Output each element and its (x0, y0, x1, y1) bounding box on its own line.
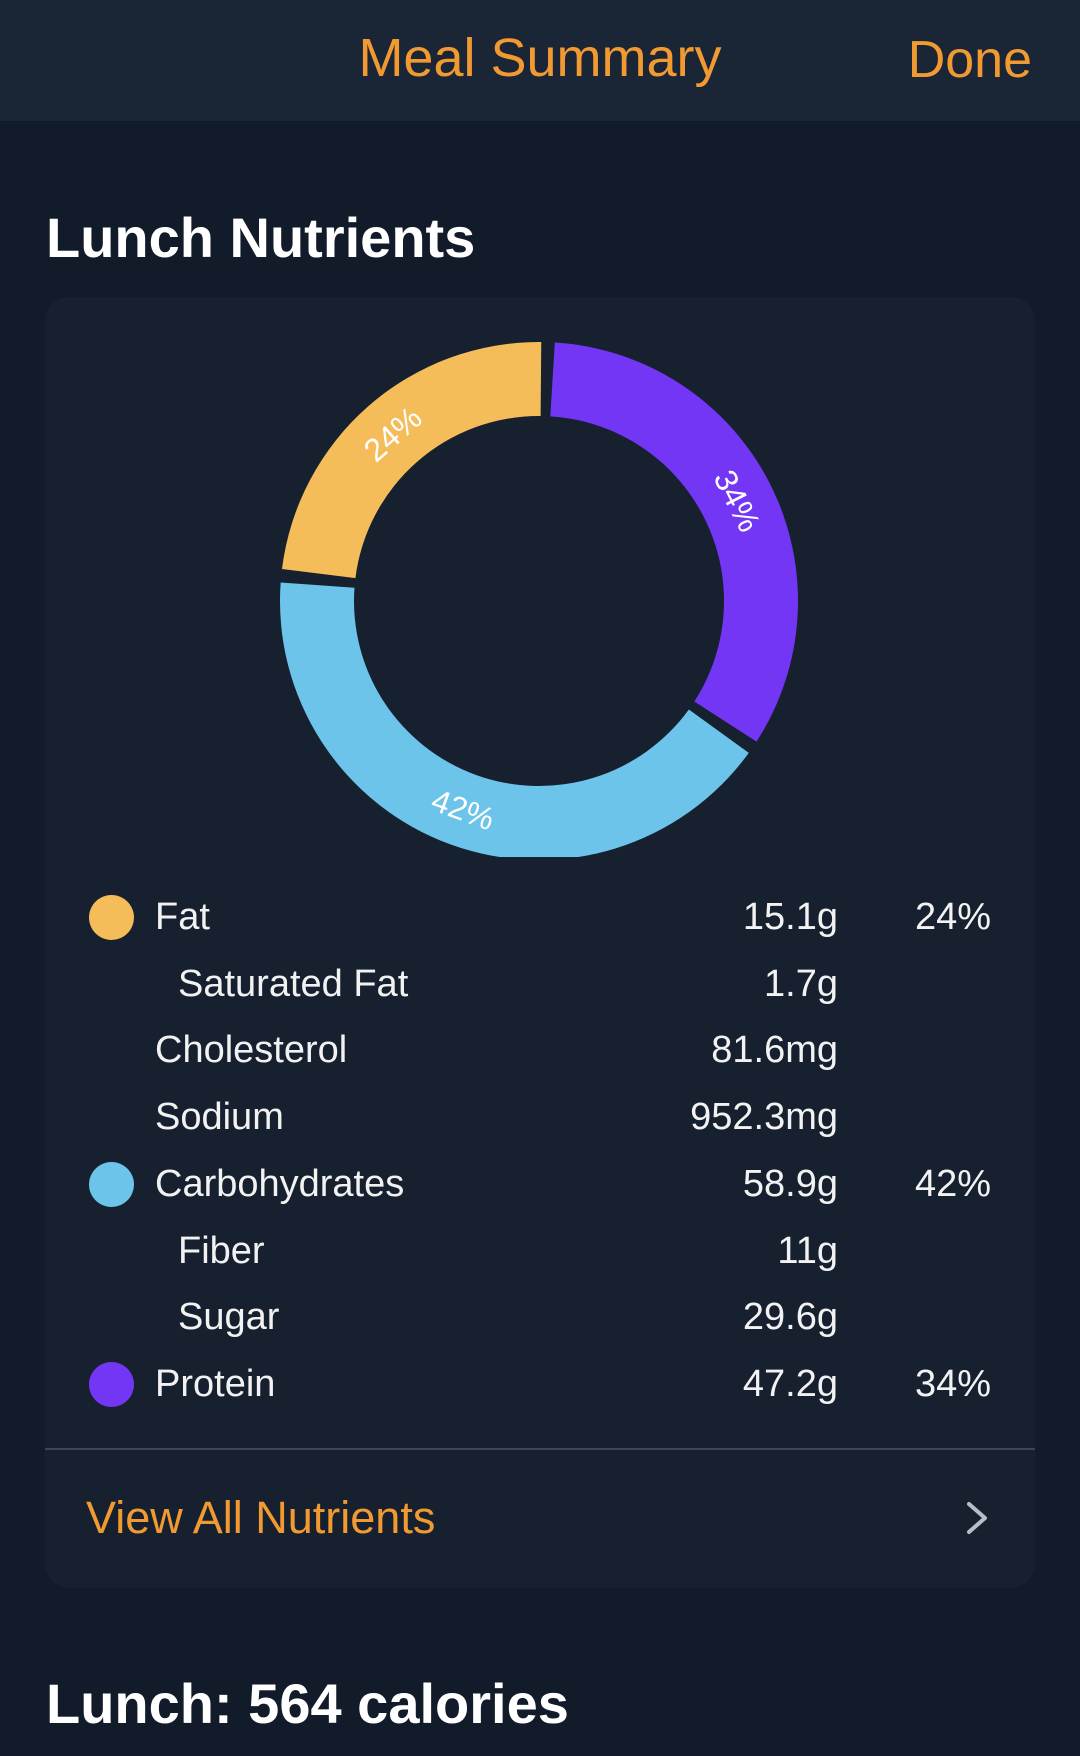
nutrient-percent: 24% (914, 896, 991, 938)
nutrients-card: 34% 42% 24% Fat 15.1g 24% Saturated Fat 1.7g Ch… (45, 297, 1035, 1588)
view-all-nutrients-button[interactable]: View All Nutrients (45, 1450, 1035, 1588)
nutrient-label: Cholesterol (155, 1029, 348, 1072)
nutrient-amount: 29.6g (742, 1296, 838, 1339)
nutrient-amount: 81.6mg (711, 1029, 838, 1072)
nutrient-label: Fat (155, 896, 210, 938)
nutrient-donut-chart: 34%42%24% (280, 342, 799, 857)
nutrient-label: Saturated Fat (178, 962, 409, 1005)
nutrient-row: Sodium 952.3mg (45, 1087, 1035, 1147)
nutrient-amount: 952.3mg (690, 1096, 838, 1139)
nutrient-amount: 11g (777, 1229, 838, 1272)
nutrient-percent: 34% (914, 1362, 991, 1405)
legend-dot-icon (89, 1361, 134, 1407)
legend-dot-icon (89, 895, 134, 940)
nutrient-row: Fat 15.1g 24% (45, 887, 1035, 947)
nav-bar: Meal Summary Done (0, 0, 1080, 121)
nutrient-row: Sugar 29.6g (45, 1287, 1035, 1347)
nutrient-label: Carbohydrates (155, 1162, 405, 1205)
divider (45, 1448, 1035, 1450)
nutrient-label: Fiber (178, 1229, 265, 1272)
nutrient-row: Protein 47.2g 34% (45, 1354, 1035, 1414)
nutrient-amount: 1.7g (764, 962, 838, 1005)
nutrient-row: Saturated Fat 1.7g (45, 954, 1035, 1014)
nutrient-label: Protein (155, 1362, 276, 1405)
nutrient-label: Sodium (155, 1096, 284, 1139)
nutrient-row: Cholesterol 81.6mg (45, 1020, 1035, 1080)
legend-dot-icon (89, 1161, 134, 1207)
nutrient-percent: 42% (914, 1162, 991, 1205)
nutrient-amount: 15.1g (742, 896, 838, 938)
donut-slice-protein (550, 342, 799, 742)
donut-slice-fat (281, 342, 542, 579)
calories-title: Lunch: 564 calories (46, 1672, 569, 1735)
chevron-right-icon (967, 1502, 987, 1534)
nutrient-amount: 47.2g (742, 1362, 838, 1405)
nutrient-row: Carbohydrates 58.9g 42% (45, 1154, 1035, 1214)
donut-slice-carbohydrates (280, 582, 749, 857)
nutrient-row: Fiber 11g (45, 1221, 1035, 1281)
done-button[interactable]: Done (907, 31, 1032, 89)
section-title: Lunch Nutrients (46, 206, 476, 269)
view-all-label: View All Nutrients (86, 1492, 436, 1543)
nutrient-label: Sugar (178, 1296, 280, 1339)
page-title: Meal Summary (358, 28, 722, 88)
nutrient-amount: 58.9g (742, 1162, 838, 1205)
